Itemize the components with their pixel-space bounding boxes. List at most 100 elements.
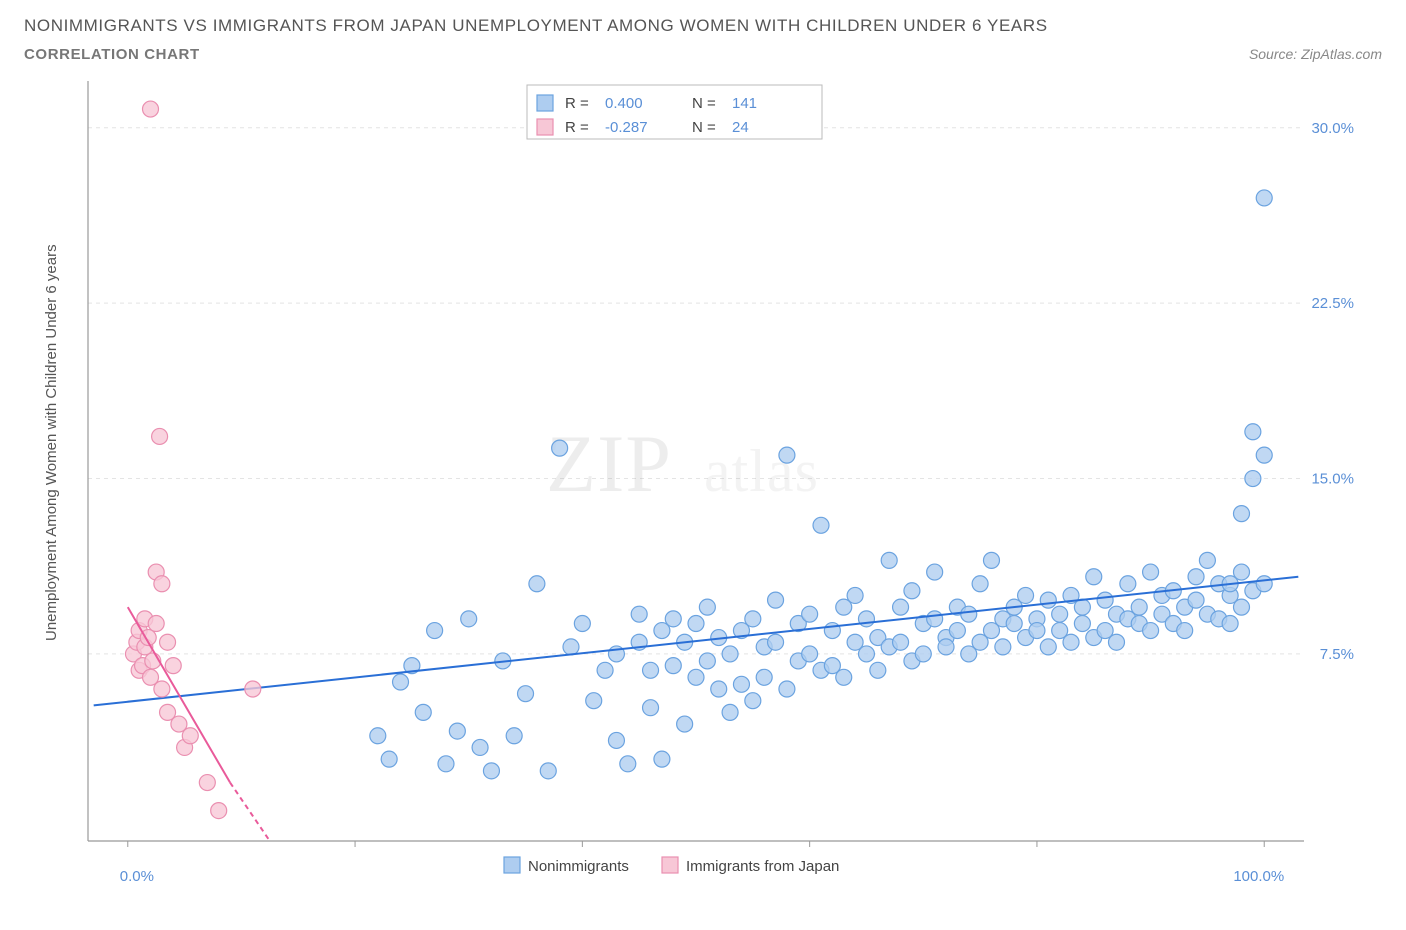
legend-series-label: Immigrants from Japan [686, 858, 839, 875]
data-point [745, 611, 761, 627]
data-point [870, 662, 886, 678]
data-point [608, 732, 624, 748]
data-point [938, 639, 954, 655]
data-point [983, 552, 999, 568]
data-point [643, 700, 659, 716]
legend-n-label: N = [692, 119, 716, 136]
data-point [1006, 616, 1022, 632]
data-point [381, 751, 397, 767]
data-point [597, 662, 613, 678]
data-point [152, 428, 168, 444]
data-point [1245, 471, 1261, 487]
data-point [1131, 599, 1147, 615]
data-point [961, 606, 977, 622]
data-point [620, 756, 636, 772]
data-point [699, 653, 715, 669]
data-point [1029, 623, 1045, 639]
data-point [858, 646, 874, 662]
data-point [995, 639, 1011, 655]
data-point [1256, 576, 1272, 592]
data-point [1108, 634, 1124, 650]
ytick-label: 15.0% [1311, 471, 1354, 488]
data-point [1040, 639, 1056, 655]
data-point [1120, 576, 1136, 592]
legend-n-value: 141 [732, 95, 757, 112]
data-point [1143, 623, 1159, 639]
data-point [1177, 623, 1193, 639]
data-point [836, 669, 852, 685]
data-point [160, 634, 176, 650]
data-point [165, 658, 181, 674]
data-point [904, 583, 920, 599]
data-point [768, 592, 784, 608]
xtick-label: 100.0% [1233, 868, 1284, 885]
data-point [733, 676, 749, 692]
data-point [1188, 569, 1204, 585]
data-point [711, 681, 727, 697]
chart-subtitle: CORRELATION CHART [24, 46, 200, 63]
ytick-label: 22.5% [1311, 295, 1354, 312]
chart-header: NONIMMIGRANTS VS IMMIGRANTS FROM JAPAN U… [24, 16, 1382, 63]
data-point [893, 634, 909, 650]
legend-n-value: 24 [732, 119, 749, 136]
data-point [1222, 616, 1238, 632]
data-point [1256, 190, 1272, 206]
ytick-label: 30.0% [1311, 120, 1354, 137]
data-point [370, 728, 386, 744]
correlation-scatter-chart: 7.5%15.0%22.5%30.0%0.0%100.0%ZIPatlasUne… [24, 71, 1382, 891]
data-point [654, 751, 670, 767]
data-point [927, 564, 943, 580]
data-point [427, 623, 443, 639]
data-point [540, 763, 556, 779]
data-point [949, 623, 965, 639]
data-point [1074, 599, 1090, 615]
data-point [1040, 592, 1056, 608]
data-point [699, 599, 715, 615]
watermark-icon: atlas [704, 438, 819, 504]
data-point [813, 517, 829, 533]
data-point [881, 552, 897, 568]
data-point [1199, 552, 1215, 568]
data-point [779, 681, 795, 697]
legend-r-label: R = [565, 95, 589, 112]
data-point [586, 693, 602, 709]
data-point [643, 662, 659, 678]
data-point [1233, 599, 1249, 615]
data-point [563, 639, 579, 655]
data-point [148, 616, 164, 632]
data-point [1188, 592, 1204, 608]
data-point [802, 646, 818, 662]
data-point [665, 611, 681, 627]
data-point [847, 587, 863, 603]
chart-title: NONIMMIGRANTS VS IMMIGRANTS FROM JAPAN U… [24, 16, 1382, 36]
data-point [1018, 587, 1034, 603]
data-point [768, 634, 784, 650]
legend-n-label: N = [692, 95, 716, 112]
data-point [1052, 606, 1068, 622]
data-point [927, 611, 943, 627]
ytick-label: 7.5% [1320, 646, 1354, 663]
data-point [472, 739, 488, 755]
data-point [1143, 564, 1159, 580]
data-point [972, 576, 988, 592]
data-point [143, 101, 159, 117]
watermark-icon: ZIP [546, 418, 672, 509]
data-point [1245, 424, 1261, 440]
data-point [438, 756, 454, 772]
legend-swatch [504, 857, 520, 873]
data-point [415, 704, 431, 720]
data-point [677, 716, 693, 732]
data-point [1063, 634, 1079, 650]
data-point [802, 606, 818, 622]
data-point [245, 681, 261, 697]
legend-r-label: R = [565, 119, 589, 136]
data-point [154, 576, 170, 592]
data-point [1086, 569, 1102, 585]
data-point [1233, 506, 1249, 522]
xtick-label: 0.0% [120, 868, 154, 885]
data-point [1097, 592, 1113, 608]
source-credit: Source: ZipAtlas.com [1249, 46, 1382, 62]
data-point [665, 658, 681, 674]
data-point [154, 681, 170, 697]
regression-line [128, 607, 230, 782]
